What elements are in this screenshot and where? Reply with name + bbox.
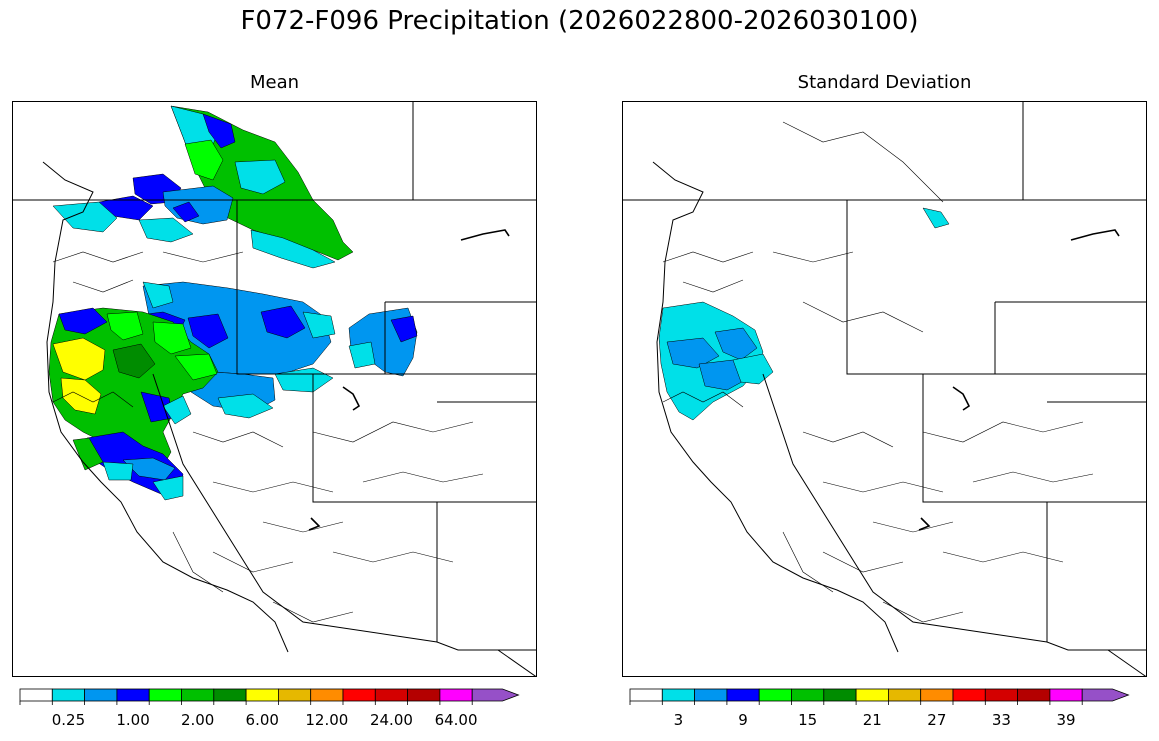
mean-colorbar-tick-label: 24.00 <box>369 711 413 729</box>
mean-colorbar-svg <box>19 688 520 705</box>
mean-basin-outlines <box>52 251 484 623</box>
mean-colorbar-bin <box>374 688 408 702</box>
mean-colorbar-bin <box>116 688 150 702</box>
std-colorbar-svg <box>629 688 1130 705</box>
mean-boundaries <box>13 102 536 676</box>
std-colorbar-bin <box>887 688 922 702</box>
mean-colorbar-bin <box>471 688 520 702</box>
mean-colorbar-bin <box>51 688 85 702</box>
mean-colorbar-tick-label: 0.25 <box>51 711 86 729</box>
mean-colorbar-tick-label: 64.00 <box>434 711 478 729</box>
std-colorbar-bin <box>1017 688 1051 702</box>
std-colorbar-bin <box>694 688 728 702</box>
mean-panel-title: Mean <box>249 72 300 93</box>
std-colorbar-tick-label: 9 <box>738 711 748 729</box>
mean-colorbar-bin <box>277 688 312 702</box>
mean-colorbar-tick-label: 6.00 <box>245 711 279 729</box>
mean-colorbar-tick-label: 2.00 <box>180 711 215 729</box>
std-lakes <box>918 229 1120 531</box>
std-map-svg <box>623 102 1146 676</box>
mean-basin-fills <box>48 105 418 501</box>
mean-map <box>12 101 537 677</box>
mean-colorbar-tick-label: 12.00 <box>305 711 349 729</box>
std-colorbar-bin <box>726 688 760 702</box>
mean-colorbar-bin <box>245 688 279 702</box>
mean-colorbar-tick-label: 1.00 <box>116 711 150 729</box>
std-map <box>622 101 1147 677</box>
mean-map-svg <box>13 102 536 676</box>
mean-lakes <box>308 229 510 531</box>
mean-colorbar-bin <box>310 688 344 702</box>
std-colorbar-bin <box>952 688 986 702</box>
std-colorbar-bin <box>823 688 857 702</box>
std-colorbar-bin <box>661 688 695 702</box>
std-colorbar-tick-label: 27 <box>927 711 947 729</box>
std-panel-title: Standard Deviation <box>797 72 972 93</box>
mean-colorbar <box>19 688 530 705</box>
std-colorbar <box>629 688 1140 705</box>
figure-title: F072-F096 Precipitation (2026022800-2026… <box>240 6 919 36</box>
std-colorbar-tick-label: 33 <box>991 711 1011 729</box>
std-colorbar-bin <box>920 688 954 702</box>
mean-colorbar-bin <box>213 688 247 702</box>
mean-colorbar-bin <box>181 688 215 702</box>
mean-colorbar-bin <box>439 688 473 702</box>
std-colorbar-bin <box>1081 688 1130 702</box>
std-basin-fills <box>658 207 950 421</box>
std-colorbar-bin <box>791 688 825 702</box>
std-colorbar-tick-label: 3 <box>673 711 684 729</box>
mean-colorbar-bin <box>148 688 182 702</box>
mean-colorbar-bin <box>407 688 441 702</box>
std-basin-outlines <box>662 121 1094 623</box>
std-colorbar-tick-label: 21 <box>862 711 882 729</box>
mean-colorbar-bin <box>19 688 53 702</box>
std-colorbar-bin <box>1049 688 1083 702</box>
mean-colorbar-bin <box>84 688 118 702</box>
std-colorbar-tick-label: 39 <box>1056 711 1076 729</box>
std-colorbar-bin <box>984 688 1018 702</box>
std-colorbar-bin <box>629 688 663 702</box>
mean-colorbar-bin <box>342 688 376 702</box>
std-boundaries <box>623 102 1146 676</box>
std-colorbar-tick-label: 15 <box>798 711 818 729</box>
std-colorbar-bin <box>758 688 792 702</box>
std-colorbar-bin <box>855 688 889 702</box>
